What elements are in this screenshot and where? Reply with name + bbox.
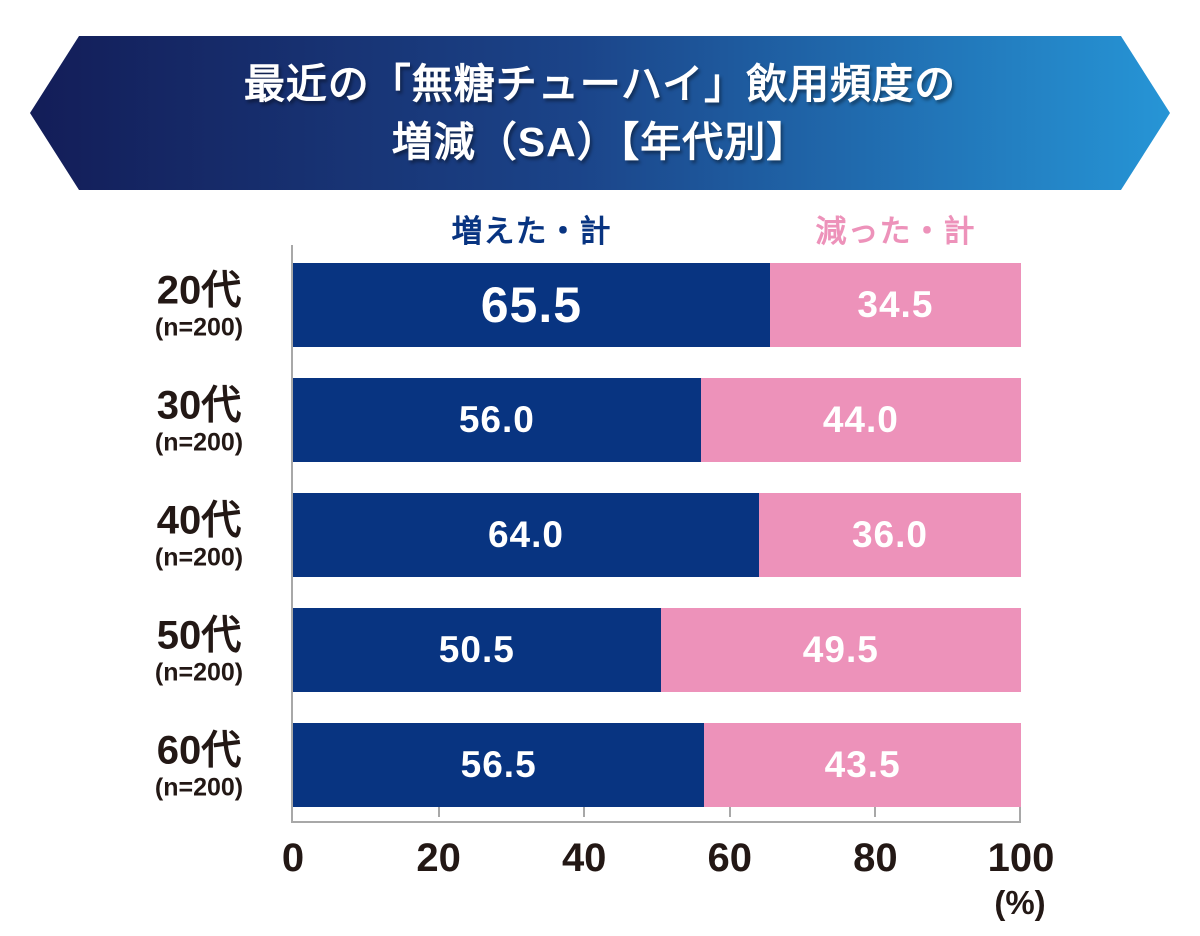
- x-tick-label: 20: [416, 836, 461, 880]
- stacked-bar: 64.0 36.0: [293, 493, 1021, 577]
- stacked-bar: 65.5 34.5: [293, 263, 1021, 347]
- legend-decrease-label: 減った・計: [815, 214, 976, 249]
- bar-segment-increase: 65.5: [293, 263, 770, 347]
- chart-title-line2: 増減（SA）【年代別】: [391, 119, 809, 165]
- value-label: 56.0: [458, 399, 535, 440]
- bar-segment-increase: 64.0: [293, 493, 759, 577]
- category-label: 60代 (n=200): [120, 729, 278, 800]
- sample-size: (n=200): [154, 658, 244, 687]
- y-axis-line: [291, 245, 293, 823]
- axis-tick-mark: [437, 807, 440, 817]
- bar-segment-decrease: 34.5: [769, 263, 1021, 347]
- category-label: 50代 (n=200): [120, 614, 278, 685]
- axis-tick-mark: [874, 807, 877, 817]
- bar-row: 50代 (n=200) 50.5 49.5: [0, 608, 1200, 692]
- sample-size: (n=200): [154, 543, 244, 572]
- sample-size: (n=200): [154, 428, 244, 457]
- bar-segment-increase: 56.0: [293, 378, 701, 462]
- x-tick-label: 60: [707, 836, 753, 880]
- value-label: 50.5: [438, 629, 515, 670]
- bar-row: 40代 (n=200) 64.0 36.0: [0, 493, 1200, 577]
- bar-segment-increase: 56.5: [293, 723, 705, 807]
- bar-segment-decrease: 44.0: [700, 378, 1021, 462]
- value-label: 65.5: [480, 277, 583, 333]
- stacked-bar: 50.5 49.5: [293, 608, 1021, 692]
- category-name: 60代: [156, 728, 242, 773]
- bar-row: 60代 (n=200) 56.5 43.5: [0, 723, 1200, 807]
- category-label: 40代 (n=200): [120, 499, 278, 570]
- x-tick-label: 40: [561, 836, 607, 880]
- axis-tick-mark: [728, 807, 731, 817]
- value-label: 43.5: [824, 744, 901, 785]
- x-tick-label: 0: [281, 836, 305, 880]
- x-axis-unit-label: (%): [994, 884, 1046, 921]
- category-name: 30代: [156, 383, 242, 428]
- sample-size: (n=200): [154, 773, 244, 802]
- x-axis-tick-strip: [293, 807, 1021, 823]
- x-tick-label: 80: [853, 836, 898, 880]
- value-label: 34.5: [857, 284, 934, 325]
- bar-segment-decrease: 36.0: [758, 493, 1021, 577]
- chart-title-line1: 最近の「無糖チューハイ」飲用頻度の: [243, 60, 957, 107]
- value-label: 56.5: [460, 744, 537, 785]
- value-label: 36.0: [851, 514, 928, 555]
- value-label: 64.0: [487, 514, 564, 555]
- category-name: 20代: [156, 268, 242, 313]
- axis-tick-mark: [583, 807, 586, 817]
- bar-segment-increase: 50.5: [293, 608, 661, 692]
- category-name: 50代: [156, 613, 242, 658]
- title-banner: 最近の「無糖チューハイ」飲用頻度の 増減（SA）【年代別】: [30, 36, 1170, 190]
- stacked-bar: 56.5 43.5: [293, 723, 1021, 807]
- stacked-bar: 56.0 44.0: [293, 378, 1021, 462]
- bar-segment-decrease: 43.5: [704, 723, 1021, 807]
- bar-row: 20代 (n=200) 65.5 34.5: [0, 263, 1200, 347]
- sample-size: (n=200): [154, 313, 244, 342]
- bar-row: 30代 (n=200) 56.0 44.0: [0, 378, 1200, 462]
- bar-segment-decrease: 49.5: [660, 608, 1021, 692]
- x-tick-label: 100: [987, 836, 1055, 880]
- x-axis-labels: 0 20 40 60 80 100: [282, 836, 1055, 886]
- value-label: 44.0: [822, 399, 899, 440]
- category-label: 30代 (n=200): [120, 384, 278, 455]
- legend-increase-label: 増えた・計: [451, 214, 612, 249]
- value-label: 49.5: [802, 629, 879, 670]
- category-label: 20代 (n=200): [120, 269, 278, 340]
- category-name: 40代: [156, 498, 242, 543]
